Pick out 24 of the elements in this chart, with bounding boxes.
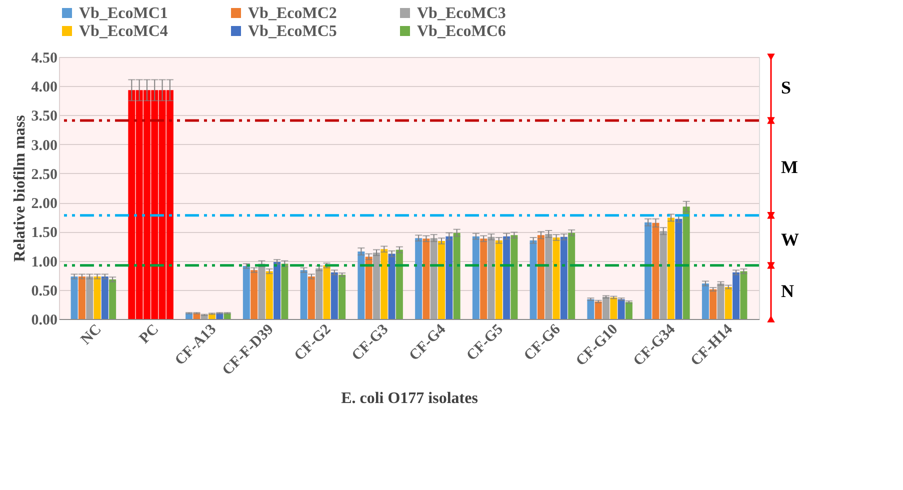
band-label: N <box>781 281 794 302</box>
band-label: W <box>781 229 799 250</box>
band-label: S <box>781 78 792 98</box>
y-axis-title: Relative biofilm mass <box>11 115 28 262</box>
y-tick-label: 3.00 <box>31 138 58 154</box>
y-tick-label: 0.50 <box>31 283 58 300</box>
x-tick-label: NC <box>78 322 105 348</box>
y-tick-label: 2.50 <box>31 166 58 183</box>
legend-label: Vb_EcoMC4 <box>79 23 168 40</box>
legend-label: Vb_EcoMC5 <box>248 23 337 40</box>
y-tick-label: 2.00 <box>31 196 58 212</box>
y-tick-label: 4.00 <box>31 80 58 96</box>
y-tick-label: 1.50 <box>31 225 58 242</box>
x-axis-title: E. coli O177 isolates <box>341 390 478 408</box>
legend-label: Vb_EcoMC6 <box>417 23 506 40</box>
x-tick-label: PC <box>136 322 162 347</box>
y-tick-label: 4.50 <box>31 50 58 66</box>
legend-label: Vb_EcoMC1 <box>79 5 168 22</box>
legend-label: Vb_EcoMC3 <box>417 5 506 22</box>
y-tick-label: 3.50 <box>31 108 58 125</box>
y-tick-label: 0.00 <box>31 312 58 328</box>
band-label: M <box>781 156 798 177</box>
y-tick-label: 1.00 <box>31 254 58 270</box>
legend-label: Vb_EcoMC2 <box>248 5 337 22</box>
